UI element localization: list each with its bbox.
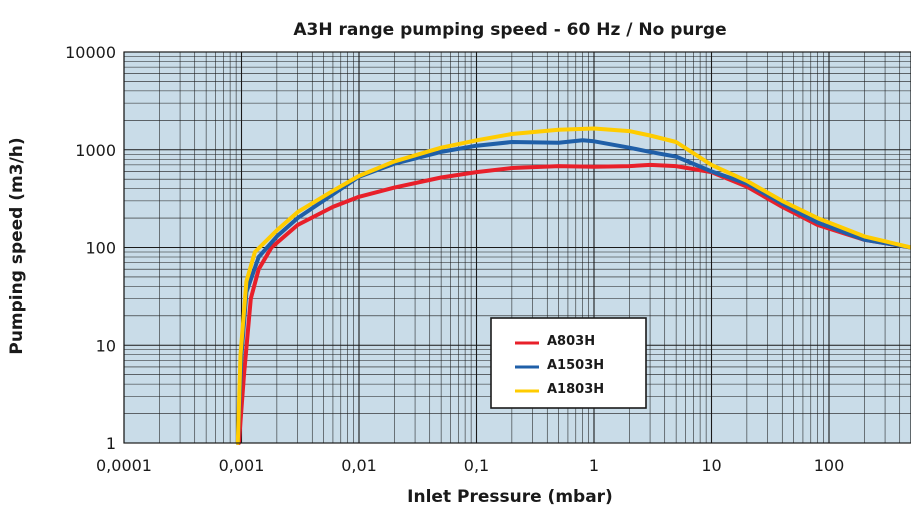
series-layer: [235, 126, 911, 445]
legend-label: A803H: [547, 334, 595, 349]
plot-frame: [123, 51, 911, 444]
y-tick-label: 10000: [65, 43, 116, 62]
x-tick-labels: 0,0001 0,001 0,01 0,1 1 10 100: [96, 456, 844, 475]
x-tick-label: 0,1: [464, 456, 489, 475]
y-tick-label: 1: [106, 434, 116, 453]
y-tick-label: 10: [96, 336, 116, 355]
series-line-a1503h: [235, 138, 911, 445]
y-tick-label: 1000: [75, 141, 116, 160]
x-tick-label: 100: [814, 456, 845, 475]
y-tick-label: 100: [85, 239, 116, 258]
x-tick-label: 0,001: [219, 456, 265, 475]
series-line-a1803h: [235, 126, 911, 445]
x-tick-label: 0,01: [341, 456, 377, 475]
legend-label: A1503H: [547, 358, 604, 373]
chart-title: A3H range pumping speed - 60 Hz / No pur…: [293, 20, 726, 40]
x-tick-label: 1: [589, 456, 599, 475]
x-tick-label: 0,0001: [96, 456, 152, 475]
x-axis-title: Inlet Pressure (mbar): [407, 487, 613, 507]
legend-label: A1803H: [547, 382, 604, 397]
y-axis-title: Pumping speed (m3/h): [7, 137, 27, 354]
legend: A803H A1503H A1803H: [490, 317, 647, 409]
x-tick-label: 10: [701, 456, 721, 475]
legend-box: [490, 317, 647, 409]
series-line-a803h: [236, 162, 911, 445]
y-tick-labels: 1 10 100 1000 10000: [65, 43, 116, 453]
